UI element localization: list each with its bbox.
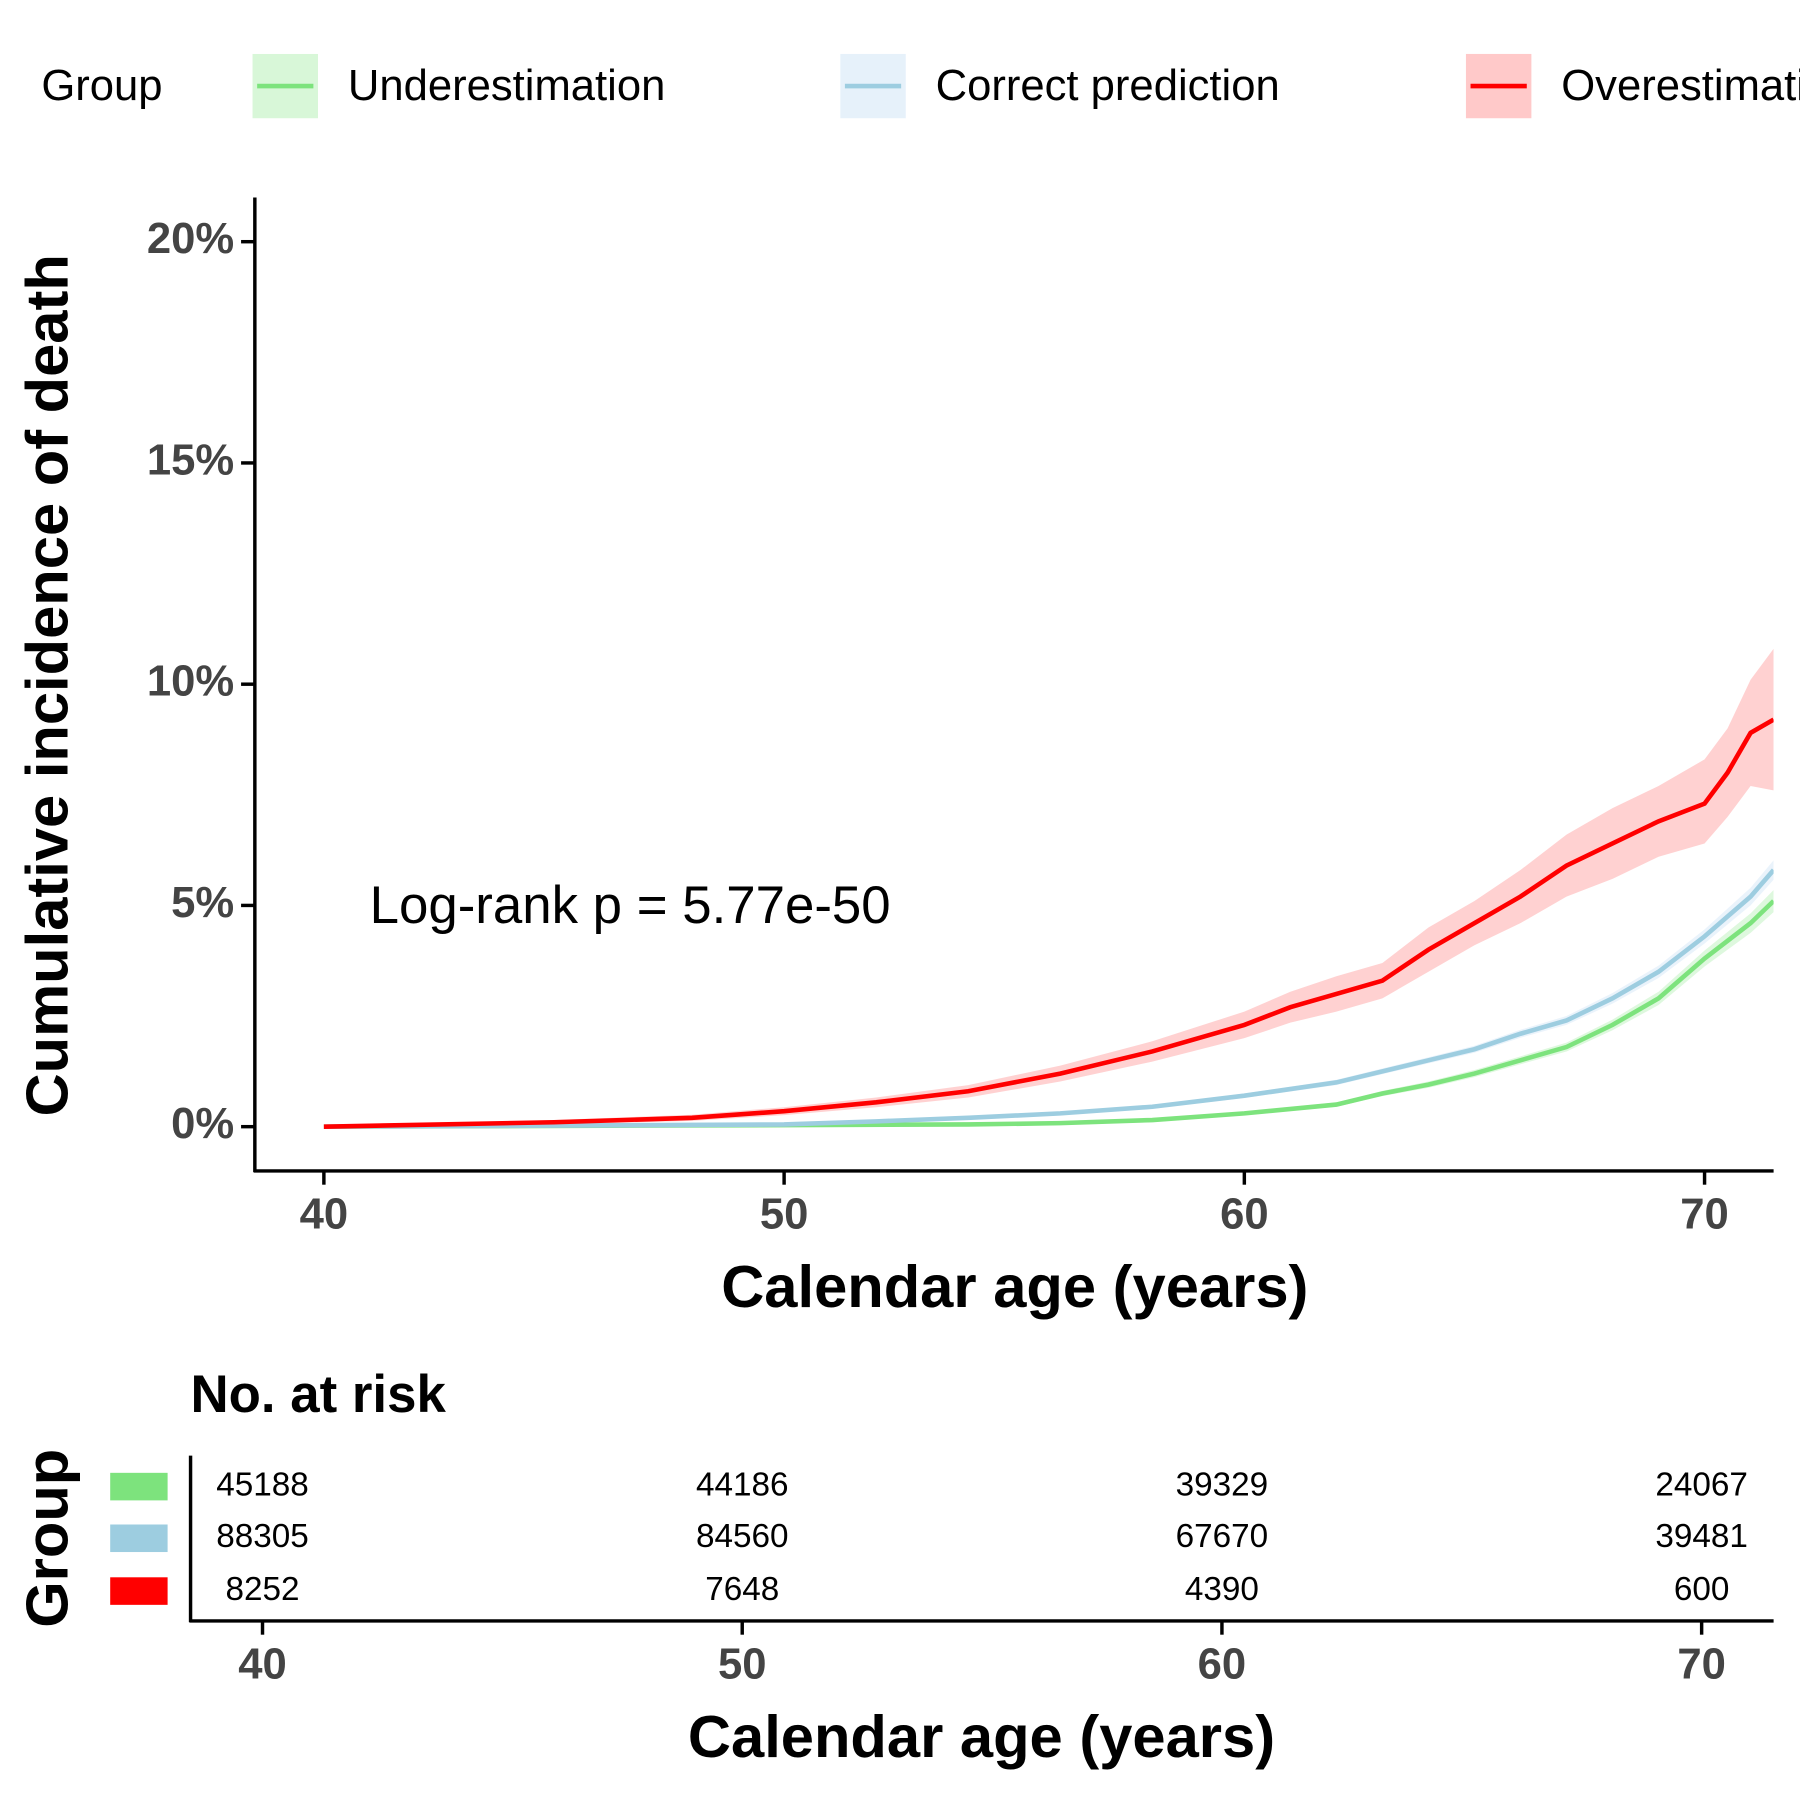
risk-count: 24067 bbox=[1655, 1466, 1748, 1503]
legend-label: Overestimation bbox=[1561, 62, 1800, 110]
x-axis-title: Calendar age (years) bbox=[721, 1253, 1308, 1320]
survival-line bbox=[323, 868, 1774, 1129]
risk-count: 84560 bbox=[696, 1518, 789, 1555]
legend-label: Underestimation bbox=[348, 62, 666, 110]
risk-count: 88305 bbox=[216, 1518, 309, 1555]
risk-count: 39481 bbox=[1655, 1518, 1748, 1555]
risk-table-y-title: Group bbox=[13, 1449, 80, 1628]
risk-count: 45188 bbox=[216, 1466, 309, 1503]
y-tick-label: 15% bbox=[147, 436, 234, 484]
risk-x-tick-label: 50 bbox=[718, 1640, 767, 1688]
risk-swatch bbox=[110, 1524, 168, 1553]
risk-count: 67670 bbox=[1176, 1518, 1269, 1555]
risk-x-tick-label: 60 bbox=[1198, 1640, 1247, 1688]
y-tick-label: 10% bbox=[147, 658, 234, 706]
x-tick-label: 50 bbox=[760, 1190, 809, 1238]
x-tick-label: 60 bbox=[1220, 1190, 1269, 1238]
y-tick-label: 5% bbox=[171, 879, 234, 927]
y-tick-label: 0% bbox=[171, 1100, 234, 1148]
legend-label: Correct prediction bbox=[936, 62, 1280, 110]
y-axis-title: Cumulative incidence of death bbox=[13, 254, 80, 1116]
risk-table-x-title: Calendar age (years) bbox=[688, 1703, 1275, 1770]
y-tick-label: 20% bbox=[147, 215, 234, 263]
risk-swatch bbox=[110, 1472, 168, 1501]
risk-x-tick-label: 70 bbox=[1677, 1640, 1726, 1688]
plot-area bbox=[323, 648, 1774, 1129]
risk-x-tick-label: 40 bbox=[238, 1640, 287, 1688]
risk-count: 7648 bbox=[705, 1571, 779, 1608]
x-tick-label: 70 bbox=[1680, 1190, 1729, 1238]
risk-swatch bbox=[110, 1577, 168, 1605]
risk-count: 4390 bbox=[1185, 1571, 1259, 1608]
survival-line bbox=[323, 899, 1774, 1129]
risk-table-title: No. at risk bbox=[191, 1365, 447, 1424]
risk-count: 44186 bbox=[696, 1466, 789, 1503]
risk-count: 8252 bbox=[225, 1571, 299, 1608]
survival-line bbox=[323, 717, 1774, 1129]
risk-count: 39329 bbox=[1176, 1466, 1269, 1503]
x-tick-label: 40 bbox=[300, 1190, 349, 1238]
annotation: Log-rank p = 5.77e-50 bbox=[370, 876, 891, 935]
risk-count: 600 bbox=[1674, 1571, 1730, 1608]
legend-title: Group bbox=[41, 62, 162, 110]
